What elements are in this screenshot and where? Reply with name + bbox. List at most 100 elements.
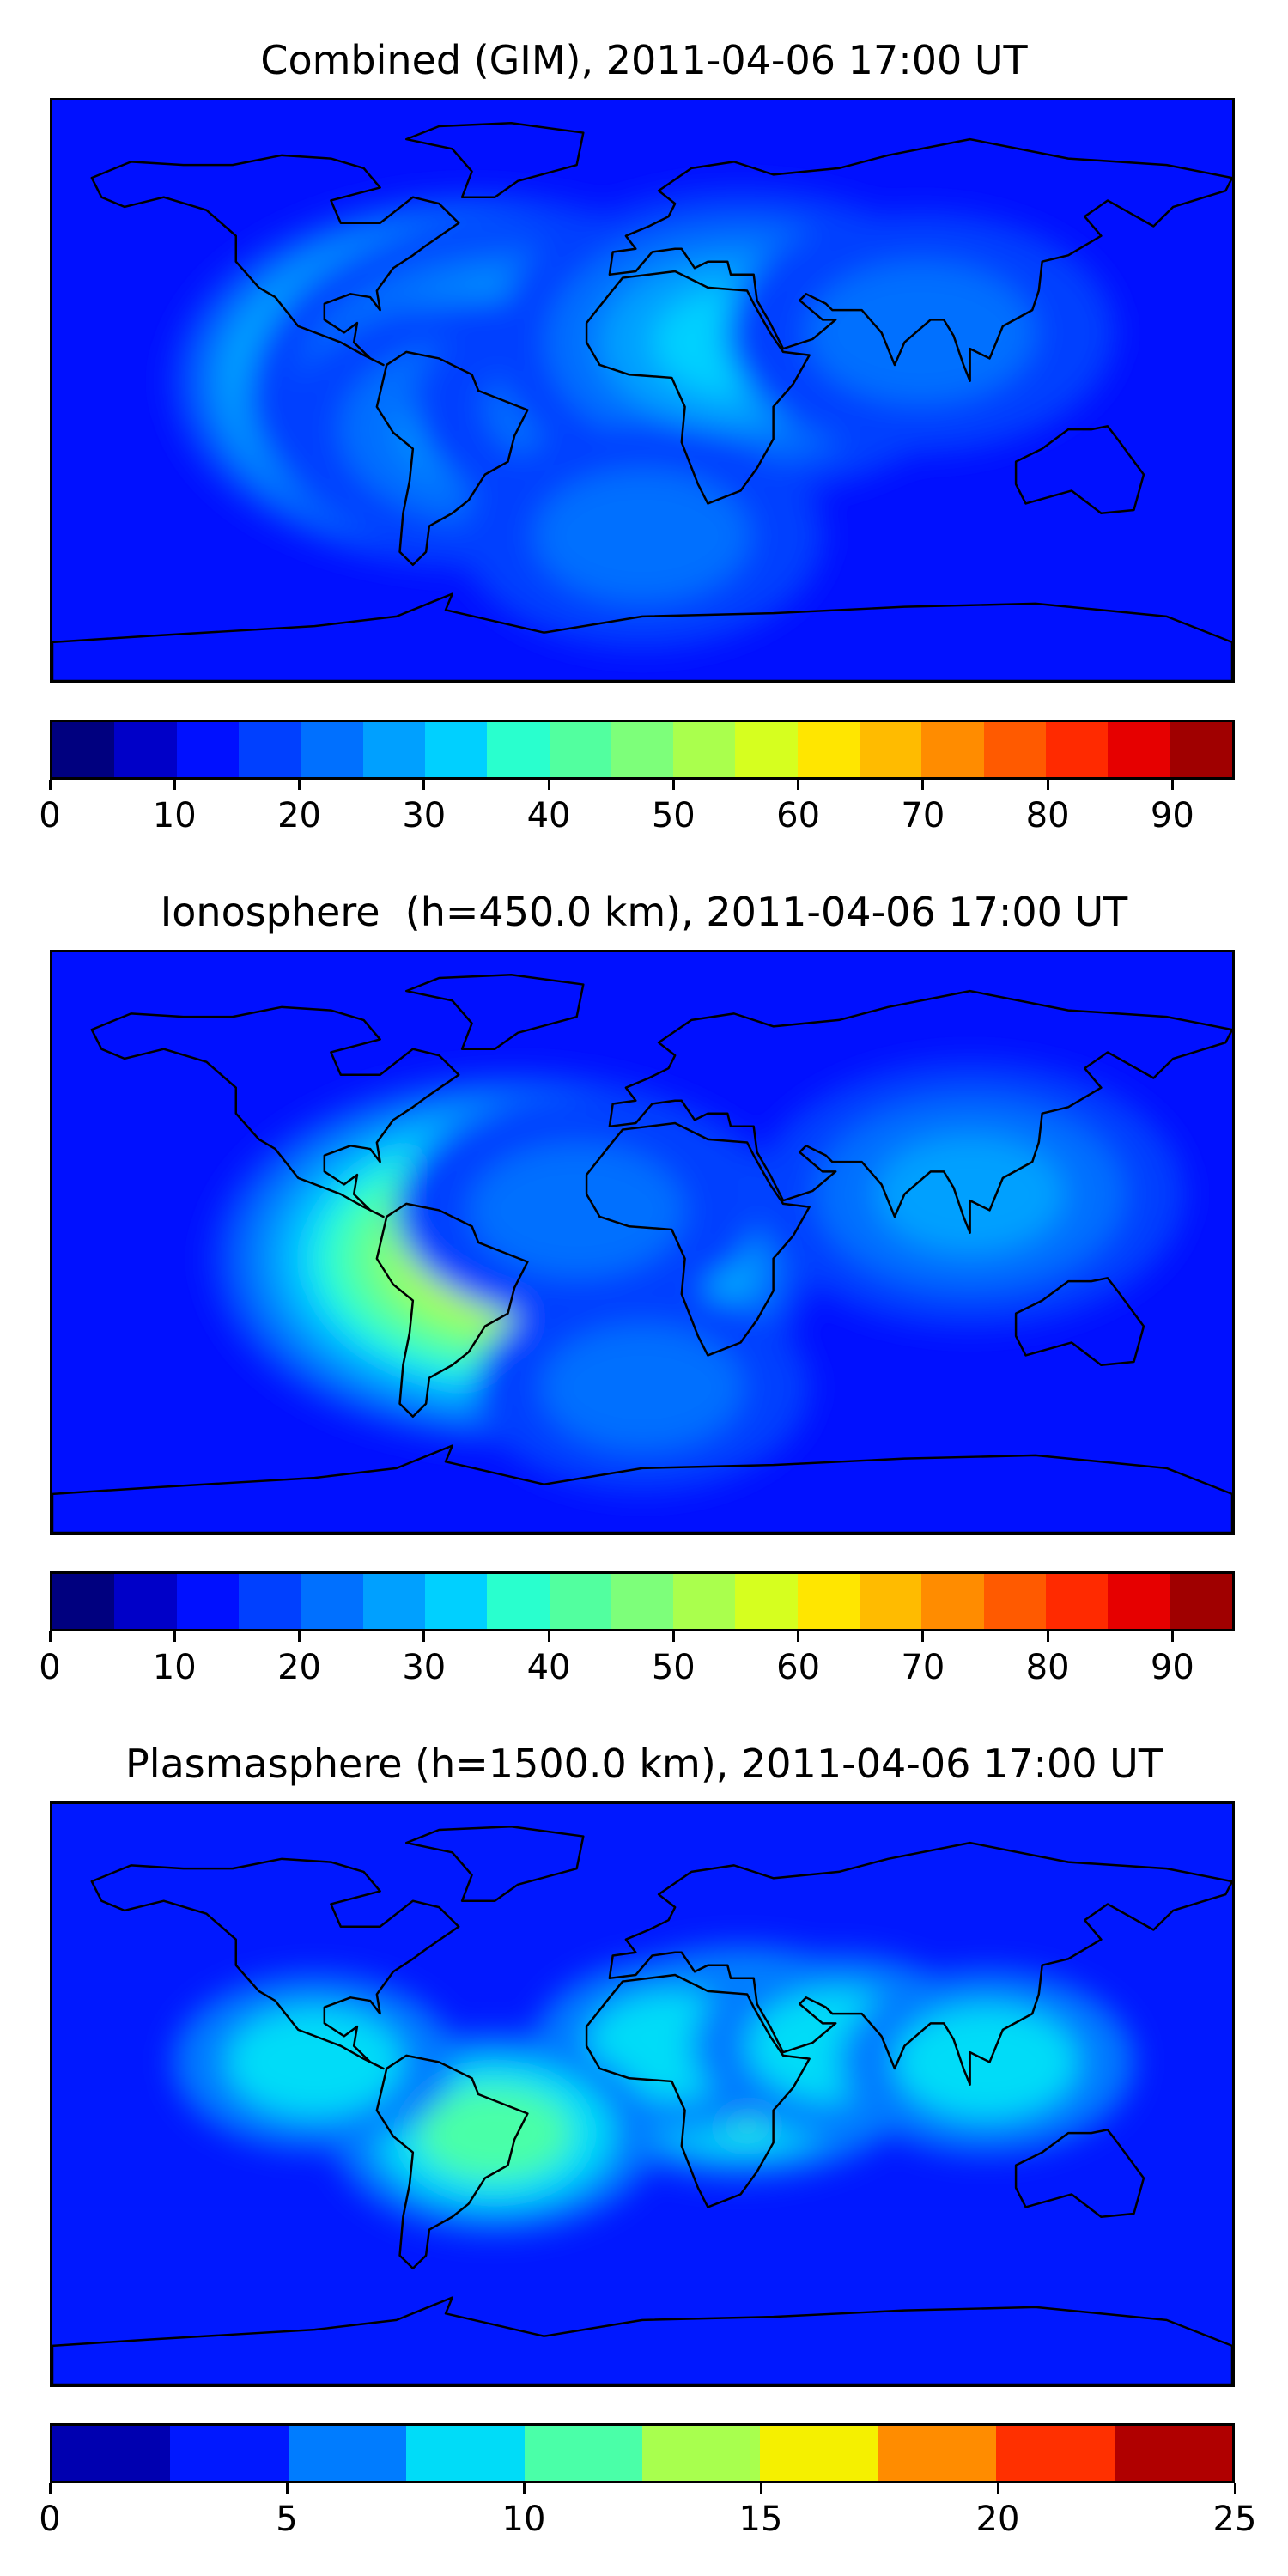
contour-field	[171, 189, 1115, 648]
colorbar-segment	[238, 1574, 301, 1629]
colorbar-segment	[52, 722, 115, 777]
colorbar-tick-label: 90	[1150, 796, 1194, 835]
colorbar-tick	[48, 780, 52, 790]
colorbar-segment	[860, 1574, 922, 1629]
coastline-africa	[585, 1973, 811, 2208]
colorbar-segment	[176, 722, 239, 777]
colorbar-ticks-ionosphere: 0 10 20 30 40 50 60 70 80 90	[39, 1631, 1235, 1687]
coastline-australia	[1014, 425, 1145, 514]
colorbar-tick	[522, 2483, 526, 2494]
colorbar-segment	[735, 722, 798, 777]
colorbar-tick	[1046, 780, 1049, 790]
colorbar-tick	[285, 2483, 289, 2494]
coastline-antarctica	[52, 592, 1232, 681]
colorbar-tick-label: 0	[39, 1648, 61, 1687]
colorbar-segment	[1046, 722, 1109, 777]
contour-field	[173, 1946, 1134, 2233]
contour-level-3-1	[541, 1325, 744, 1450]
colorbar-tick-label: 0	[39, 2500, 61, 2539]
contour-level-1-1	[469, 1144, 684, 1277]
colorbar-segment	[673, 722, 736, 777]
colorbar-tick-label: 20	[277, 1648, 321, 1687]
colorbar-tick	[759, 2483, 762, 2494]
colorbar-segment	[760, 2426, 878, 2481]
colorbar-segment	[1114, 2426, 1233, 2481]
colorbar-segment	[611, 1574, 674, 1629]
coastline-australia	[1014, 1277, 1145, 1366]
colorbar-ionosphere	[50, 1571, 1235, 1631]
colorbar-segment	[797, 1574, 860, 1629]
colorbar-segment	[406, 2426, 525, 2481]
colorbar-tick-label: 20	[277, 796, 321, 835]
colorbar-segment	[176, 1574, 239, 1629]
coastline-greenland	[404, 974, 585, 1050]
colorbar-segment	[642, 2426, 761, 2481]
contour-level-6-1	[534, 469, 750, 603]
colorbar-tick	[547, 780, 550, 790]
colorbar-segment	[362, 1574, 425, 1629]
colorbar-tick-label: 60	[776, 1648, 821, 1687]
colorbar-segment	[1108, 1574, 1170, 1629]
colorbar-ticks-combined: 0 10 20 30 40 50 60 70 80 90	[39, 780, 1235, 835]
colorbar-tick-label: 30	[402, 796, 447, 835]
coastline-eurasia	[608, 989, 1232, 1234]
colorbar-segment	[549, 1574, 611, 1629]
colorbar-tick-label: 10	[501, 2500, 546, 2539]
colorbar-tick-label: 10	[152, 796, 197, 835]
colorbar-tick-label: 25	[1212, 2500, 1257, 2539]
colorbar-tick	[298, 780, 301, 790]
coastline-antarctica	[52, 2296, 1232, 2385]
colorbar-tick	[671, 780, 675, 790]
map-plasmasphere	[50, 1801, 1235, 2387]
colorbar-tick	[48, 1631, 52, 1642]
coastline-north-america	[90, 1005, 460, 1218]
colorbar-tick-label: 80	[1025, 1648, 1070, 1687]
colorbar-segment	[983, 1574, 1046, 1629]
colorbar-tick-label: 70	[901, 796, 945, 835]
colorbar-segment	[238, 722, 301, 777]
colorbar-segment	[301, 722, 363, 777]
colorbar-segment	[1170, 722, 1232, 777]
colorbar-tick	[422, 780, 426, 790]
colorbar-segment	[52, 1574, 115, 1629]
colorbar-segment	[288, 2426, 407, 2481]
colorbar-segment	[878, 2426, 997, 2481]
colorbar-segment	[424, 1574, 488, 1629]
colorbar-segment	[170, 2426, 289, 2481]
colorbar-tick	[996, 2483, 999, 2494]
colorbar-tick	[671, 1631, 675, 1642]
colorbar-segment	[673, 1574, 736, 1629]
colorbar-segment	[1170, 1574, 1232, 1629]
colorbar-tick-label: 80	[1025, 796, 1070, 835]
coastline-south-america	[375, 1202, 529, 1419]
colorbar-tick	[298, 1631, 301, 1642]
colorbar-segment	[735, 1574, 798, 1629]
coastline-south-america	[375, 350, 529, 567]
colorbar-tick	[1046, 1631, 1049, 1642]
colorbar-tick	[797, 780, 800, 790]
coastline-greenland	[404, 1826, 585, 1902]
colorbar-segment	[996, 2426, 1115, 2481]
colorbar-segment	[921, 722, 984, 777]
contour-level-5-1	[806, 262, 1036, 404]
coastline-africa	[585, 1121, 811, 1357]
colorbar-tick-label: 20	[975, 2500, 1020, 2539]
chart-title-ionosphere: Ionosphere (h=450.0 km), 2011-04-06 17:0…	[160, 889, 1128, 935]
colorbar-tick-label: 60	[776, 796, 821, 835]
colorbar-combined	[50, 720, 1235, 780]
colorbar-segment	[921, 1574, 984, 1629]
colorbar-segment	[52, 2426, 171, 2481]
colorbar-segment	[1046, 1574, 1109, 1629]
coastline-greenland	[404, 122, 585, 198]
colorbar-tick	[173, 1631, 176, 1642]
coastline-south-america	[375, 2054, 529, 2270]
colorbar-tick	[921, 780, 925, 790]
colorbar-tick-label: 5	[276, 2500, 298, 2539]
colorbar-tick	[797, 1631, 800, 1642]
colorbar-tick-label: 70	[901, 1648, 945, 1687]
colorbar-tick-label: 40	[526, 1648, 571, 1687]
chart-title-plasmasphere: Plasmasphere (h=1500.0 km), 2011-04-06 1…	[125, 1741, 1163, 1787]
colorbar-tick-label: 10	[152, 1648, 197, 1687]
colorbar-tick	[921, 1631, 925, 1642]
colorbar-tick-label: 15	[738, 2500, 783, 2539]
